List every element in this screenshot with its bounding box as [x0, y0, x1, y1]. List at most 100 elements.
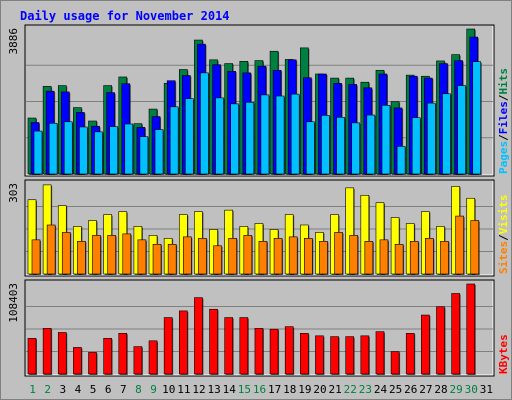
day-label: 8	[135, 383, 142, 396]
bar-pages-day-29	[457, 85, 466, 175]
chart-panels: 3886Pages/Files/Hits303Sites/Visits10840…	[7, 24, 510, 377]
legend-part: Pages	[497, 141, 510, 174]
bar-sites-day-16	[258, 241, 268, 275]
bar-kbytes-day-21	[330, 336, 339, 375]
bar-kbytes-day-20	[315, 335, 324, 375]
day-label: 20	[313, 383, 326, 396]
bar-sites-day-11	[182, 236, 192, 275]
y-max-label: 108403	[7, 283, 20, 323]
bar-sites-day-24	[379, 239, 389, 275]
bar-sites-day-2	[46, 224, 56, 275]
day-label: 2	[44, 383, 51, 396]
bar-sites-day-5	[92, 235, 101, 275]
legend-part: Visits	[497, 195, 510, 235]
bar-sites-day-6	[107, 235, 116, 275]
legend-part: Sites	[497, 241, 510, 274]
bar-kbytes-day-27	[421, 314, 430, 375]
day-label: 27	[419, 383, 432, 396]
bar-pages-day-5	[94, 131, 103, 175]
bar-kbytes-day-23	[360, 335, 370, 375]
bar-kbytes-day-3	[57, 332, 67, 375]
bar-pages-day-19	[306, 121, 315, 175]
legend-label: Sites/Visits	[497, 195, 510, 275]
day-label: 16	[253, 383, 266, 396]
bar-kbytes-day-24	[375, 331, 385, 375]
bar-pages-day-3	[63, 121, 73, 175]
y-max-label: 3886	[7, 28, 20, 55]
bar-pages-day-24	[381, 105, 391, 175]
day-label: 12	[192, 383, 205, 396]
bar-kbytes-day-13	[209, 308, 218, 375]
bar-sites-day-21	[334, 232, 343, 275]
bar-kbytes-day-25	[390, 351, 400, 375]
day-label: 15	[238, 383, 251, 396]
series-pages	[33, 61, 482, 175]
day-label: 7	[120, 383, 127, 396]
bar-kbytes-day-6	[103, 337, 112, 375]
bar-kbytes-day-2	[42, 328, 52, 375]
legend-part: Hits	[497, 68, 510, 95]
bar-pages-day-15	[245, 102, 255, 175]
bar-pages-day-7	[124, 123, 134, 175]
day-label: 31	[480, 383, 493, 396]
bar-kbytes-day-18	[284, 326, 294, 375]
chart-title: Daily usage for November 2014	[20, 9, 230, 23]
bar-sites-day-17	[273, 238, 283, 275]
day-label: 22	[344, 383, 357, 396]
bar-sites-day-26	[409, 241, 419, 275]
bar-kbytes-day-8	[133, 346, 143, 375]
day-label: 24	[374, 383, 388, 396]
bar-kbytes-day-1	[27, 337, 37, 375]
panel-kbytes: 108403 KBytes	[7, 279, 510, 377]
day-label: 9	[150, 383, 157, 396]
bar-sites-day-28	[440, 241, 449, 275]
day-label: 11	[177, 383, 190, 396]
bar-kbytes-day-29	[451, 293, 460, 375]
day-label: 26	[404, 383, 417, 396]
day-label: 23	[359, 383, 372, 396]
bar-pages-day-25	[396, 146, 406, 175]
bar-sites-day-15	[243, 235, 253, 275]
bar-pages-day-16	[260, 94, 270, 175]
bar-sites-day-20	[319, 241, 328, 275]
bar-sites-day-12	[198, 238, 207, 275]
bar-kbytes-day-12	[194, 297, 203, 375]
day-label: 13	[207, 383, 220, 396]
series-sites	[31, 215, 480, 275]
day-label: 18	[283, 383, 296, 396]
bar-pages-day-12	[200, 72, 209, 175]
bar-kbytes-day-4	[73, 347, 82, 375]
series-kbytes	[27, 283, 476, 375]
bar-kbytes-day-16	[254, 328, 264, 375]
bar-kbytes-day-26	[405, 333, 415, 375]
bar-sites-day-30	[470, 220, 480, 275]
bar-sites-day-4	[77, 241, 86, 275]
bar-sites-day-8	[137, 239, 147, 275]
bar-pages-day-13	[215, 97, 224, 175]
bar-sites-day-7	[122, 233, 132, 275]
bar-pages-day-17	[275, 95, 285, 175]
day-label: 3	[60, 383, 67, 396]
bar-kbytes-day-5	[88, 352, 97, 375]
bar-kbytes-day-14	[224, 317, 233, 375]
legend-part: /	[497, 234, 510, 241]
bar-sites-day-23	[364, 241, 374, 275]
day-label: 10	[162, 383, 175, 396]
bar-sites-day-1	[31, 239, 41, 275]
day-label: 17	[268, 383, 281, 396]
day-label: 30	[465, 383, 478, 396]
bar-pages-day-23	[366, 114, 376, 175]
bar-sites-day-25	[394, 243, 404, 275]
day-label: 29	[450, 383, 463, 396]
bar-sites-day-29	[455, 215, 464, 275]
bar-kbytes-day-9	[148, 340, 158, 375]
y-max-label: 303	[7, 183, 20, 203]
bar-pages-day-22	[351, 122, 361, 175]
bar-kbytes-day-22	[345, 336, 355, 375]
panel-visits-sites: 303 Sites/Visits	[7, 179, 510, 277]
day-label: 28	[434, 383, 447, 396]
day-label: 5	[90, 383, 97, 396]
bar-pages-day-4	[79, 126, 88, 175]
day-label: 21	[329, 383, 342, 396]
